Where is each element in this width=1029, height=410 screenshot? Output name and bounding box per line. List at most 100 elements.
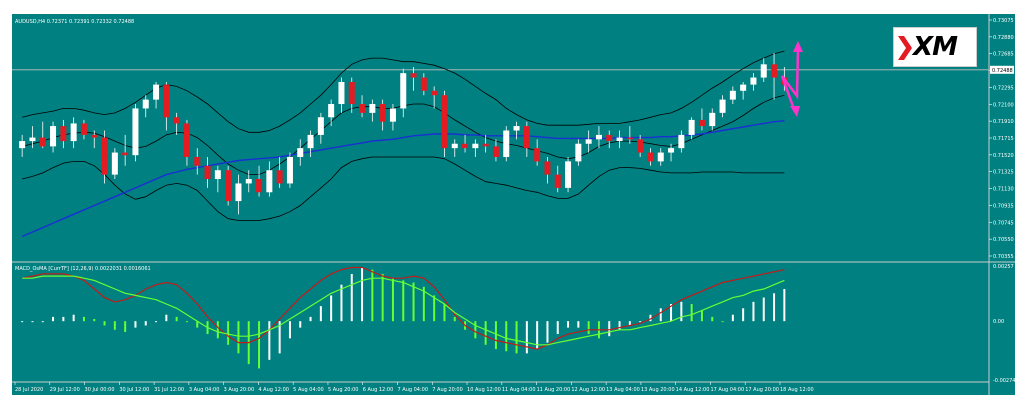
time-tick-label: 29 Jul 12:00 bbox=[50, 387, 80, 393]
xm-logo: XM bbox=[893, 27, 977, 67]
candle bbox=[698, 108, 705, 131]
up-arrow-head-icon bbox=[793, 41, 803, 52]
candle bbox=[513, 121, 520, 140]
forecast-arrows bbox=[780, 41, 803, 117]
candle-body bbox=[359, 104, 366, 113]
time-tick-label: 6 Aug 12:00 bbox=[363, 387, 394, 393]
macd-histogram-bar bbox=[773, 293, 776, 322]
time-tick-label: 28 Jul 2020 bbox=[15, 387, 43, 393]
price-tick-label: 0.71325 bbox=[993, 170, 1014, 176]
candle-body bbox=[729, 90, 736, 100]
candle-body bbox=[534, 148, 541, 162]
candle-body bbox=[297, 148, 304, 157]
candle bbox=[554, 165, 561, 193]
time-tick-label: 5 Aug 20:00 bbox=[328, 387, 359, 393]
macd-histogram-bar bbox=[690, 304, 693, 322]
candle bbox=[225, 165, 232, 206]
candle bbox=[266, 161, 273, 197]
candle bbox=[492, 139, 499, 162]
candle-body bbox=[70, 123, 77, 142]
macd-histogram-bar bbox=[608, 321, 611, 337]
macd-histogram-bar bbox=[237, 321, 240, 354]
candle bbox=[657, 148, 664, 166]
candle bbox=[39, 121, 46, 149]
candle bbox=[338, 77, 345, 113]
macd-histogram-bar bbox=[258, 321, 261, 369]
macd-axis: 0.00257 0.00 -0.00274 bbox=[993, 264, 1015, 384]
macd-histogram-bar bbox=[752, 301, 755, 322]
candle bbox=[534, 139, 541, 166]
candle-body bbox=[771, 64, 778, 78]
macd-pane[interactable] bbox=[21, 266, 786, 369]
candle-body bbox=[204, 165, 211, 180]
macd-histogram-bar bbox=[103, 321, 106, 326]
candle bbox=[647, 148, 654, 166]
candle-body bbox=[678, 134, 685, 149]
candle-body bbox=[626, 137, 633, 140]
macd-histogram-bar bbox=[659, 308, 662, 322]
macd-histogram-bar bbox=[113, 321, 116, 330]
bollinger-upper-line bbox=[22, 50, 785, 133]
price-tick-label: 0.71130 bbox=[993, 187, 1014, 193]
price-tick-label: 0.72100 bbox=[993, 102, 1014, 108]
candle-body bbox=[101, 137, 108, 175]
up-arrow-icon bbox=[781, 48, 800, 100]
candle bbox=[173, 112, 180, 135]
price-tick-label: 0.70745 bbox=[993, 220, 1014, 226]
macd-histogram-bar bbox=[196, 321, 199, 328]
macd-histogram-bar bbox=[391, 278, 394, 322]
candle bbox=[317, 112, 324, 144]
candle bbox=[153, 81, 160, 109]
macd-histogram-bar bbox=[402, 280, 405, 322]
candle bbox=[523, 121, 530, 157]
macd-histogram-bar bbox=[700, 310, 703, 322]
macd-histogram-bar bbox=[41, 321, 44, 323]
price-tick-label: 0.72295 bbox=[993, 85, 1014, 91]
macd-histogram-bar bbox=[783, 288, 786, 322]
candle-body bbox=[750, 77, 757, 85]
time-tick-label: 14 Aug 12:00 bbox=[676, 387, 710, 393]
macd-histogram-bar bbox=[474, 321, 477, 339]
macd-histogram-bar bbox=[721, 321, 724, 323]
candle-body bbox=[389, 108, 396, 122]
macd-histogram-bar bbox=[340, 284, 343, 322]
candle bbox=[595, 126, 602, 149]
candle-body bbox=[513, 126, 520, 131]
candle-body bbox=[39, 137, 46, 147]
price-tick-label: 0.72880 bbox=[993, 35, 1014, 41]
price-tick-label: 0.73075 bbox=[993, 18, 1014, 24]
candle bbox=[729, 86, 736, 105]
macd-histogram-bar bbox=[484, 321, 487, 345]
bollinger-lower-line bbox=[22, 156, 785, 221]
chart-window[interactable]: AUDUSD,H4 0.72371 0.72391 0.72332 0.7248… bbox=[12, 14, 1015, 395]
candle-body bbox=[492, 146, 499, 157]
candle-body bbox=[60, 126, 67, 142]
candle bbox=[626, 126, 633, 144]
candle-body bbox=[740, 84, 747, 91]
price-pane[interactable] bbox=[12, 50, 989, 238]
candle-body bbox=[482, 143, 489, 147]
candle bbox=[142, 95, 149, 118]
current-price-marker bbox=[990, 65, 1014, 74]
macd-histogram-bar bbox=[134, 321, 137, 328]
macd-histogram-bar bbox=[299, 321, 302, 328]
macd-histogram-bar bbox=[639, 321, 642, 323]
candle bbox=[678, 130, 685, 153]
candle-body bbox=[451, 143, 458, 149]
candle-body bbox=[328, 104, 335, 118]
candle-body bbox=[400, 73, 407, 109]
candle bbox=[503, 126, 510, 162]
down-arrow-head-icon bbox=[790, 106, 800, 117]
macd-histogram-bar bbox=[361, 267, 364, 322]
candle bbox=[101, 130, 108, 184]
candle bbox=[328, 99, 335, 127]
candle bbox=[214, 165, 221, 193]
candle bbox=[575, 139, 582, 166]
candle bbox=[420, 73, 427, 96]
candle bbox=[348, 77, 355, 113]
time-tick-label: 12 Aug 12:00 bbox=[571, 387, 605, 393]
macd-tick-label: 0.00257 bbox=[993, 264, 1014, 270]
candle-body bbox=[420, 77, 427, 91]
price-tick-label: 0.70355 bbox=[993, 254, 1014, 260]
macd-histogram-bar bbox=[371, 269, 374, 322]
